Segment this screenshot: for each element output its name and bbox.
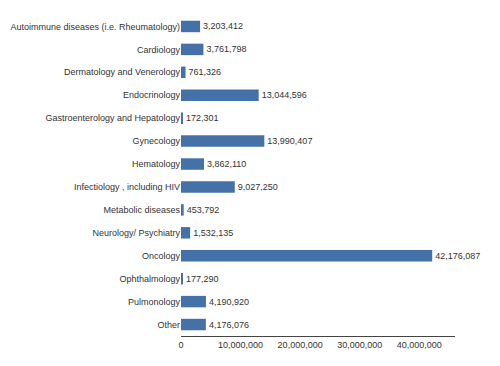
svg-text:0: 0 bbox=[178, 340, 183, 350]
svg-text:Hematology: Hematology bbox=[132, 159, 181, 169]
svg-text:172,301: 172,301 bbox=[186, 113, 219, 123]
svg-text:177,290: 177,290 bbox=[186, 274, 219, 284]
svg-text:3,862,110: 3,862,110 bbox=[207, 159, 246, 169]
svg-text:9,027,250: 9,027,250 bbox=[238, 182, 278, 192]
svg-text:4,176,076: 4,176,076 bbox=[209, 320, 249, 330]
svg-text:1,532,135: 1,532,135 bbox=[193, 228, 233, 238]
svg-text:Cardiology: Cardiology bbox=[137, 45, 181, 55]
svg-text:453,792: 453,792 bbox=[187, 205, 220, 215]
svg-text:Gynecology: Gynecology bbox=[132, 136, 180, 146]
svg-text:Neurology/ Psychiatry: Neurology/ Psychiatry bbox=[92, 228, 180, 238]
svg-text:Oncology: Oncology bbox=[142, 251, 181, 261]
svg-text:Metabolic diseases: Metabolic diseases bbox=[103, 205, 180, 215]
svg-text:Infectiology , including HIV: Infectiology , including HIV bbox=[74, 182, 180, 192]
svg-text:Other: Other bbox=[157, 320, 180, 330]
svg-text:761,326: 761,326 bbox=[189, 67, 222, 77]
svg-text:3,203,412: 3,203,412 bbox=[203, 21, 243, 31]
svg-text:Endocrinology: Endocrinology bbox=[123, 90, 181, 100]
svg-text:40,000,000: 40,000,000 bbox=[397, 340, 442, 350]
svg-text:Pulmonology: Pulmonology bbox=[128, 297, 181, 307]
svg-text:30,000,000: 30,000,000 bbox=[337, 340, 382, 350]
svg-text:13,044,596: 13,044,596 bbox=[262, 90, 307, 100]
svg-text:3,761,798: 3,761,798 bbox=[206, 44, 246, 54]
svg-text:Dermatology and Venerology: Dermatology and Venerology bbox=[64, 67, 181, 77]
svg-text:13,990,407: 13,990,407 bbox=[267, 136, 312, 146]
svg-text:4,190,920: 4,190,920 bbox=[209, 297, 249, 307]
svg-text:42,176,087: 42,176,087 bbox=[435, 251, 480, 261]
svg-text:Ophthalmology: Ophthalmology bbox=[119, 274, 180, 284]
svg-text:20,000,000: 20,000,000 bbox=[278, 340, 323, 350]
svg-text:Autoimmune diseases (i.e. Rheu: Autoimmune diseases (i.e. Rheumatology) bbox=[10, 22, 180, 32]
svg-text:Gastroenterology and Hepatolog: Gastroenterology and Hepatology bbox=[45, 113, 180, 123]
svg-text:10,000,000: 10,000,000 bbox=[218, 340, 263, 350]
